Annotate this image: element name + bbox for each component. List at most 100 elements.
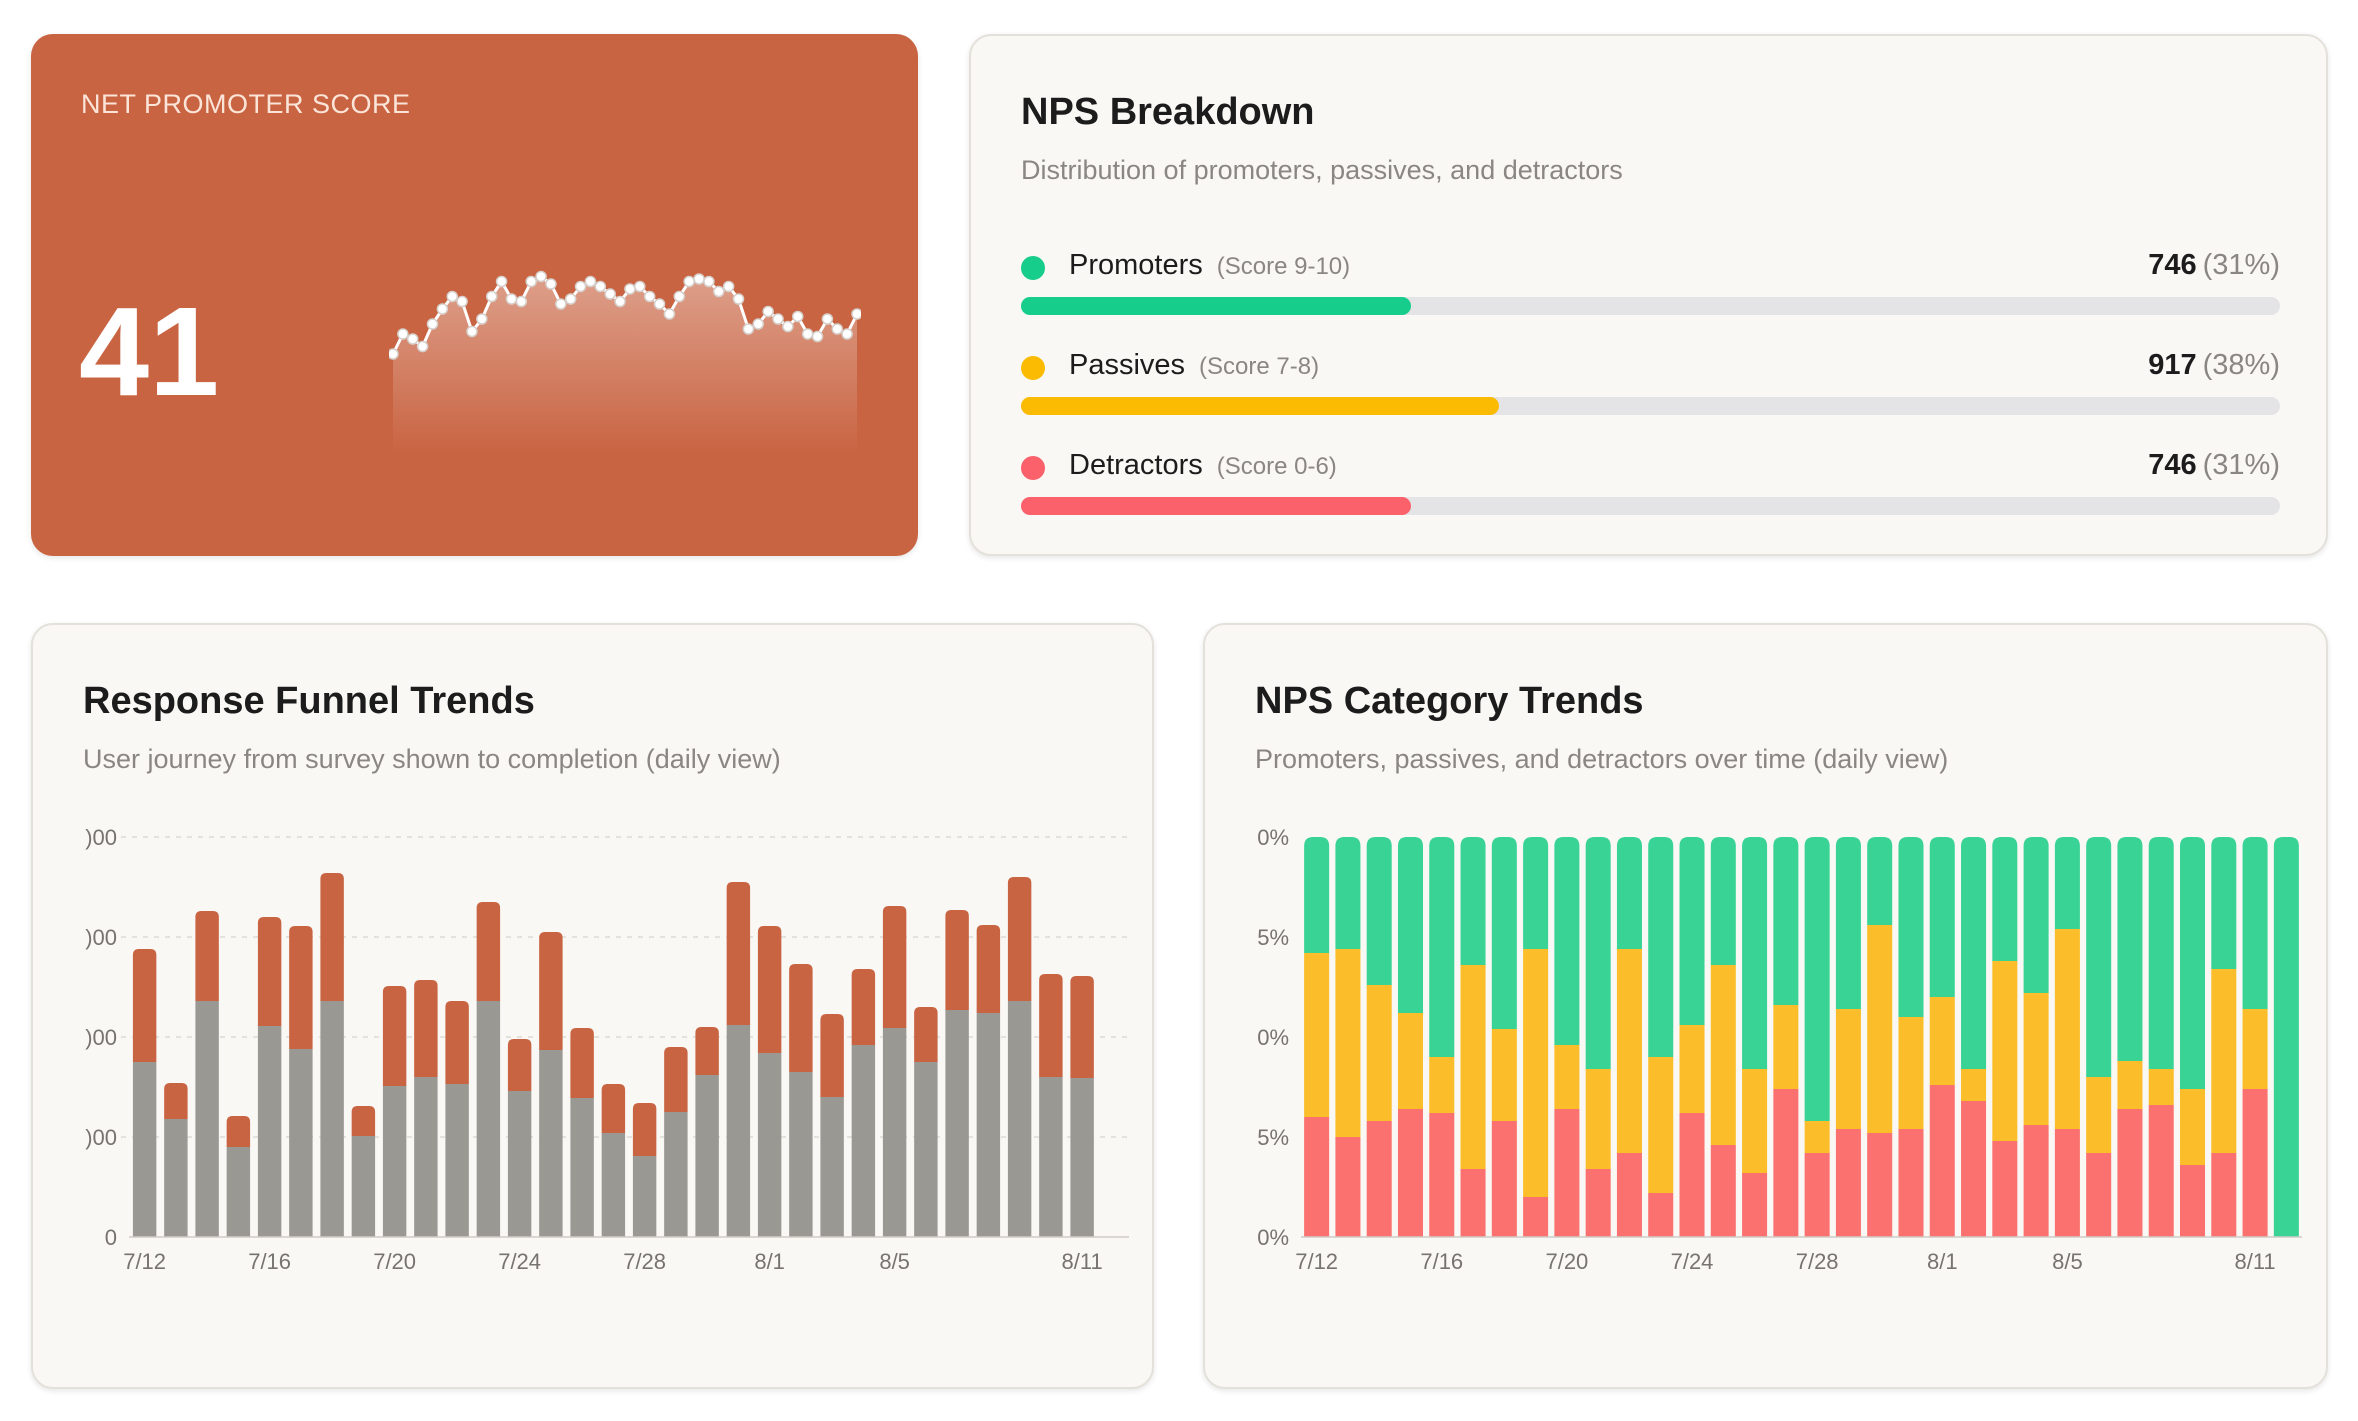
sparkline-point [713,285,725,298]
bar-segment [1429,837,1455,1057]
bar-segment [1491,1121,1517,1237]
bar-segment [1070,1078,1094,1237]
bar-segment [1898,837,1924,1017]
bar-segment [1648,1193,1674,1237]
sparkline-point [476,313,488,325]
bar-segment [1429,1057,1455,1113]
bar-segment [2023,993,2049,1125]
bar-segment [2023,1125,2049,1237]
sparkline-point [397,328,409,340]
sparkline-point [653,298,666,310]
sparkline-point [752,318,765,330]
sparkline-point [564,293,577,305]
bar-segment [1585,837,1611,1069]
bar-segment [632,1103,657,1156]
bar-segment [382,986,407,1086]
bar-segment [2054,837,2080,929]
sparkline-point [821,313,834,325]
bar-segment [1773,1005,1799,1089]
bar-segment [1804,1153,1830,1237]
bar-segment [1460,837,1486,965]
bar-segment [2242,1009,2268,1089]
bar-segment [1616,949,1642,1153]
bar-segment [195,1001,219,1237]
bar-segment [164,1119,188,1237]
bar-segment [289,1049,313,1237]
passives-label: Passives [1069,349,1186,381]
category-chart: 0%5%0%5%0%7/12 7/16 7/20 7/24 7/28 8/1 8/5 8/11 [1257,825,2302,1274]
sparkline-point [624,283,636,295]
bar-segment [132,949,157,1062]
bar-segment [1992,1141,2018,1237]
bar-segment [195,911,219,1001]
promoters-count: 746 [2148,249,2197,281]
sparkline-point [614,295,626,308]
x-tick-label: 7/20 [1545,1249,1588,1274]
bar-segment [1648,1057,1674,1193]
bar-segment [414,980,438,1077]
breakdown-row-promoters: Promoters (Score 9-10) 746 (31%) [1021,245,2280,315]
bar-segment [1679,1025,1705,1113]
passives-percent: (38%) [2202,349,2280,381]
sparkline-point [663,308,676,320]
detractors-progress-track [1021,497,2280,515]
y-tick-label: )00 [85,1025,117,1050]
bar-segment [257,1026,282,1237]
bar-segment [1648,837,1674,1057]
sparkline-point [831,323,844,335]
bar-segment [2242,1089,2268,1237]
bar-segment [289,926,313,1049]
y-tick-label: 5% [1257,925,1289,950]
bar-segment [1835,1129,1861,1237]
bar-segment [1366,1121,1392,1237]
x-tick-label: 7/28 [1796,1249,1839,1274]
sparkline-area [393,276,857,454]
bar-segment [1007,877,1032,1001]
bar-segment [226,1116,251,1147]
bar-segment [1304,1117,1330,1237]
category-title: NPS Category Trends [1255,680,1644,722]
bar-segment [914,1062,938,1237]
x-tick-label: 7/24 [1671,1249,1714,1274]
sparkline-point [851,308,861,320]
y-tick-label: 0 [105,1225,117,1250]
bar-segment [1397,1013,1423,1109]
bar-segment [2117,1109,2143,1237]
bar-segment [2180,1165,2206,1237]
bar-segment [820,1097,844,1237]
bar-segment [1961,1101,1987,1237]
x-tick-label: 7/28 [623,1249,666,1274]
bar-segment [726,1025,751,1237]
bar-segment [320,873,344,1001]
sparkline-point [604,288,616,300]
sparkline-point [545,278,557,290]
bar-segment [1679,1113,1705,1237]
bar-segment [1429,1113,1455,1237]
sparkline-point [801,328,814,340]
bar-segment [1523,949,1549,1197]
nps-sparkline [389,270,861,454]
sparkline-point [732,293,745,305]
bar-segment [1616,1153,1642,1237]
bar-segment [132,1062,157,1237]
bar-segment [789,964,813,1072]
bar-segment [1898,1017,1924,1129]
sparkline-point [426,318,439,330]
bar-segment [1710,837,1736,965]
bar-segment [601,1133,626,1237]
bar-segment [1835,1009,1861,1129]
sparkline-point [515,295,528,308]
bar-segment [1742,1173,1768,1237]
bar-segment [1304,837,1330,953]
bar-segment [1366,837,1392,985]
bar-segment [1710,1145,1736,1237]
bar-segment [2148,837,2174,1069]
bar-segment [976,925,1001,1013]
breakdown-row-detractors: Detractors (Score 0-6) 746 (31%) [1021,445,2280,515]
sparkline-point [634,280,646,293]
bar-segment [1929,1085,1955,1237]
bar-segment [2117,1061,2143,1109]
sparkline-point [643,290,656,303]
bar-segment [507,1039,532,1091]
sparkline-point [406,333,419,345]
